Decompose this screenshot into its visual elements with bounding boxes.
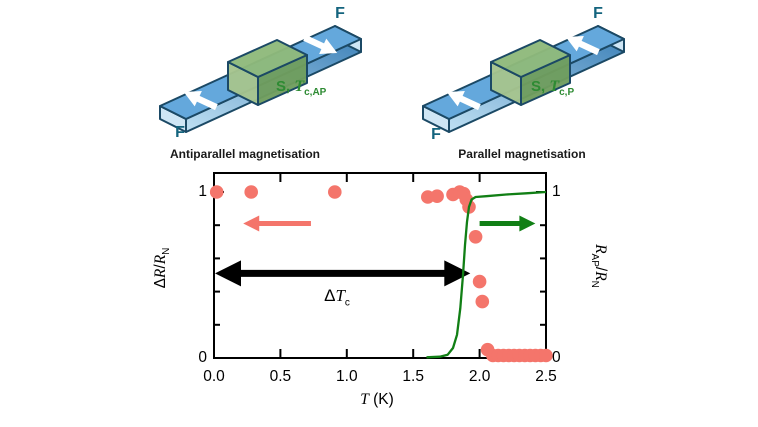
ylabel-left-slash: / [152,264,169,269]
red-data-point [430,189,444,203]
p-s-prefix: S, [531,78,550,95]
ylabel-right-sub2: N [588,280,600,288]
green-transition-curve [426,190,547,359]
p-right-magnetisation-arrow-icon [565,36,600,56]
p-s-tc-symbol: T [549,78,560,95]
ap-s-tc-symbol: T [294,78,305,95]
red-data-point [468,230,483,244]
p-s-tc-subscript: c,P [559,87,575,98]
red-data-point [475,294,490,309]
ylabel-right-sub1: AP [588,253,600,267]
ap-superconductor-label: S, Tc,AP [276,78,326,98]
device-antiparallel-illustration [159,25,362,133]
ylabel-left-r2: R [152,254,169,265]
delta-tc-annotation-label: ΔTc [287,286,387,308]
caption-parallel: Parallel magnetisation [458,147,586,161]
red-data-point [244,185,258,199]
red-data-point [539,348,553,363]
red-data-point [209,185,224,199]
ap-s-tc-subscript: c,AP [304,87,327,98]
red-data-point [472,274,487,289]
p-s-layer-top-face [490,39,571,78]
p-superconductor-label: S, Tc,P [531,78,574,98]
y-axis-label-left: ΔR/RN [152,208,172,328]
ap-s-layer-top-face [227,39,308,78]
y-axis-label-right: RAP/RN [589,206,609,326]
ylabel-left-delta: Δ [152,278,169,289]
chart-frame [213,172,547,359]
caption-antiparallel: Antiparallel magnetisation [169,147,321,161]
delta-tc-double-arrow [215,260,471,287]
ylabel-right-r2: R [592,271,609,281]
xlabel-unit: (K) [368,391,394,408]
ylabel-right-r1: R [592,244,609,254]
ylabel-left-sub: N [161,247,173,255]
dtc-subscript: c [344,297,350,309]
dtc-t-symbol: T [335,286,345,305]
ap-ferromagnet-label-bottom: F [175,124,185,141]
ap-left-magnetisation-arrow-icon [183,91,218,111]
p-ferromagnet-label-top: F [593,5,603,22]
p-ferromagnet-label-bottom: F [431,126,441,143]
xlabel-t-symbol: T [360,391,369,408]
left-axis-pointer-arrow [243,215,311,232]
ap-right-magnetisation-arrow-icon [303,34,338,54]
dtc-delta: Δ [324,286,336,305]
device-parallel-illustration [422,25,625,133]
red-data-point [328,185,342,199]
ap-s-prefix: S, [276,78,295,95]
x-axis-label: T (K) [317,391,437,409]
right-axis-pointer-arrow [479,215,536,232]
ap-ferromagnet-label-top: F [335,5,345,22]
p-left-magnetisation-arrow-icon [446,91,481,111]
ylabel-left-r1: R [152,268,169,279]
